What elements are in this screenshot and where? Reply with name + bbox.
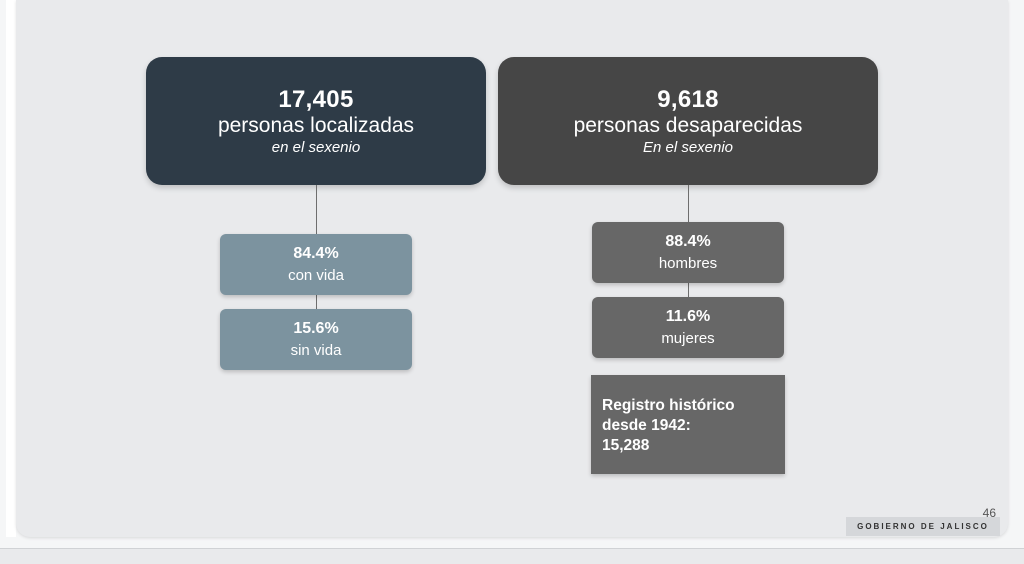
page-number: 46 — [982, 506, 996, 520]
desaparecidas-subtitle: En el sexenio — [642, 139, 734, 156]
connector-line — [688, 185, 689, 222]
connector-line — [688, 283, 689, 297]
hombres-card: 88.4% hombres — [592, 222, 784, 283]
brand-logo-text: GOBIERNO DE JALISCO — [846, 517, 1000, 536]
slide-left-edge — [6, 0, 16, 537]
registro-historico-text: Registro histórico desde 1942: 15,288 — [602, 396, 778, 456]
sin-vida-card: 15.6% sin vida — [220, 309, 412, 370]
next-slide-preview — [0, 548, 1024, 564]
desaparecidas-card: 9,618 personas desaparecidas En el sexen… — [498, 57, 878, 185]
connector-line — [316, 185, 317, 234]
localizadas-total: 17,405 — [278, 86, 354, 113]
localizadas-card: 17,405 personas localizadas en el sexeni… — [146, 57, 486, 185]
sin-vida-pct: 15.6% — [293, 320, 339, 337]
registro-line-2: desde 1942: — [602, 417, 691, 434]
hombres-label: hombres — [658, 255, 718, 272]
desaparecidas-label: personas desaparecidas — [573, 114, 803, 137]
con-vida-card: 84.4% con vida — [220, 234, 412, 295]
registro-line-3: 15,288 — [602, 437, 650, 454]
mujeres-label: mujeres — [661, 330, 715, 347]
connector-line — [316, 295, 317, 309]
localizadas-subtitle: en el sexenio — [271, 139, 361, 156]
hombres-pct: 88.4% — [665, 233, 711, 250]
desaparecidas-total: 9,618 — [657, 86, 719, 113]
mujeres-pct: 11.6% — [665, 308, 711, 325]
registro-line-1: Registro histórico — [602, 397, 735, 414]
mujeres-card: 11.6% mujeres — [592, 297, 784, 358]
registro-historico-card: Registro histórico desde 1942: 15,288 — [591, 375, 785, 474]
localizadas-label: personas localizadas — [217, 114, 415, 137]
con-vida-label: con vida — [288, 267, 344, 284]
sin-vida-label: sin vida — [290, 342, 342, 359]
con-vida-pct: 84.4% — [293, 245, 339, 262]
